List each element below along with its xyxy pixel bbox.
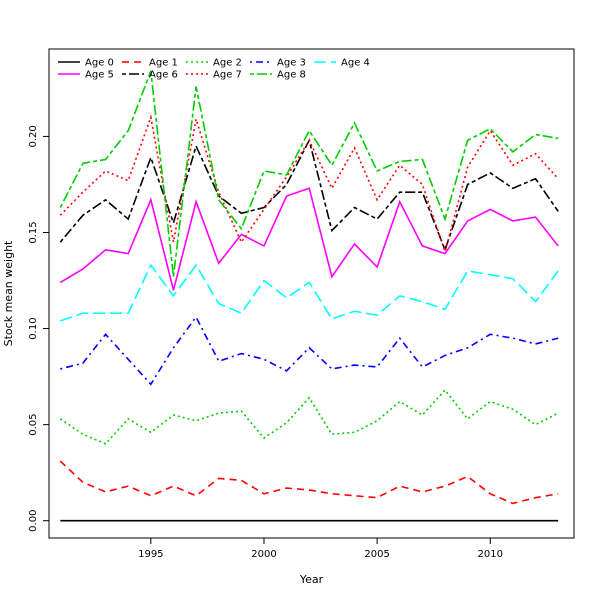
series-lines [59, 70, 559, 522]
series-line-age-2 [59, 388, 559, 445]
series-line-age-6 [59, 138, 559, 253]
legend-label: Age 8 [277, 70, 306, 81]
y-axis-label: Stock mean weight [2, 240, 15, 346]
y-tick-label: 0.20 [28, 125, 39, 147]
y-tick-label: 0.10 [28, 317, 39, 339]
x-tick-label: 2005 [364, 549, 389, 560]
legend-label: Age 6 [149, 70, 178, 81]
series-line-age-7 [59, 114, 559, 255]
x-axis-label: Year [299, 573, 324, 586]
series-line-age-3 [60, 315, 559, 386]
legend: Age 0 Age 1 Age 2 Age 3 Age 4 Age 5 Age 6 Age 7… [58, 58, 370, 81]
series-line-age-4 [60, 263, 559, 322]
series-line-age-1 [59, 460, 559, 505]
legend-label: Age 1 [149, 58, 178, 69]
series-line-age-5 [59, 187, 559, 291]
x-tick-label: 2010 [478, 549, 503, 560]
y-tick-label: 0.05 [28, 414, 39, 436]
legend-label: Age 2 [213, 58, 242, 69]
y-tick-label: 0.15 [28, 221, 39, 243]
x-tick-label: 1995 [138, 549, 163, 560]
legend-label: Age 7 [213, 70, 242, 81]
y-tick-label: 0.00 [28, 510, 39, 532]
legend-label: Age 3 [277, 58, 306, 69]
legend-label: Age 0 [85, 58, 114, 69]
x-axis: 1995 2000 2005 2010 [138, 538, 503, 560]
legend-label: Age 4 [341, 58, 370, 69]
legend-label: Age 5 [85, 70, 114, 81]
series-line-age-8 [59, 70, 559, 277]
y-axis: 0.00 0.05 0.10 0.15 0.20 [28, 125, 49, 532]
plot-frame [48, 48, 575, 539]
x-tick-label: 2000 [251, 549, 276, 560]
